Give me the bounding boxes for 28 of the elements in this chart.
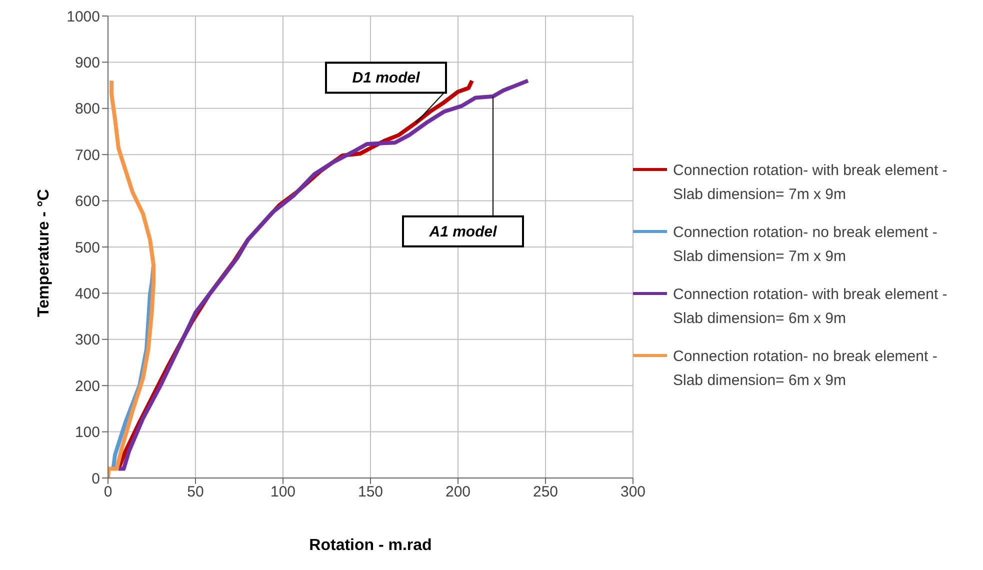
x-tick-label: 200 [445, 484, 471, 501]
y-tick-label: 900 [74, 54, 100, 72]
y-tick-label: 500 [74, 239, 100, 256]
legend-label: Connection rotation- with break element - Slab dimension= 6m x 9m [673, 285, 948, 329]
y-tick-label: 300 [74, 332, 100, 349]
y-tick-label: 0 [92, 470, 100, 488]
y-tick-label: 200 [74, 378, 100, 395]
y-axis-title: Temperature - °C [36, 188, 53, 317]
x-tick-label: 0 [104, 484, 112, 501]
y-tick-label: 800 [74, 100, 100, 118]
y-tick-label: 100 [74, 424, 100, 442]
y-tick-label: 600 [74, 193, 100, 210]
x-axis-title: Rotation - m.rad [309, 537, 432, 554]
y-tick-label: 1000 [66, 8, 100, 26]
legend-label: Connection rotation- no break element - Slab dimension= 6m x 9m [673, 347, 938, 391]
x-tick-label: 250 [532, 484, 558, 501]
x-tick-label: 150 [358, 484, 384, 501]
x-tick-label: 100 [270, 484, 296, 501]
annotation: D1 model [352, 70, 421, 87]
y-tick-label: 700 [74, 146, 100, 164]
y-tick-label: 400 [74, 286, 100, 303]
x-tick-label: 300 [620, 484, 646, 501]
x-tick-label: 50 [187, 484, 204, 501]
line-series [108, 78, 156, 478]
annotation: A1 model [428, 223, 498, 240]
callout-box: A1 model [402, 96, 524, 248]
legend-label: Connection rotation- with break element - Slab dimension= 7m x 9m [673, 161, 948, 205]
legend-label: Connection rotation- no break element - Slab dimension= 7m x 9m [673, 223, 938, 267]
